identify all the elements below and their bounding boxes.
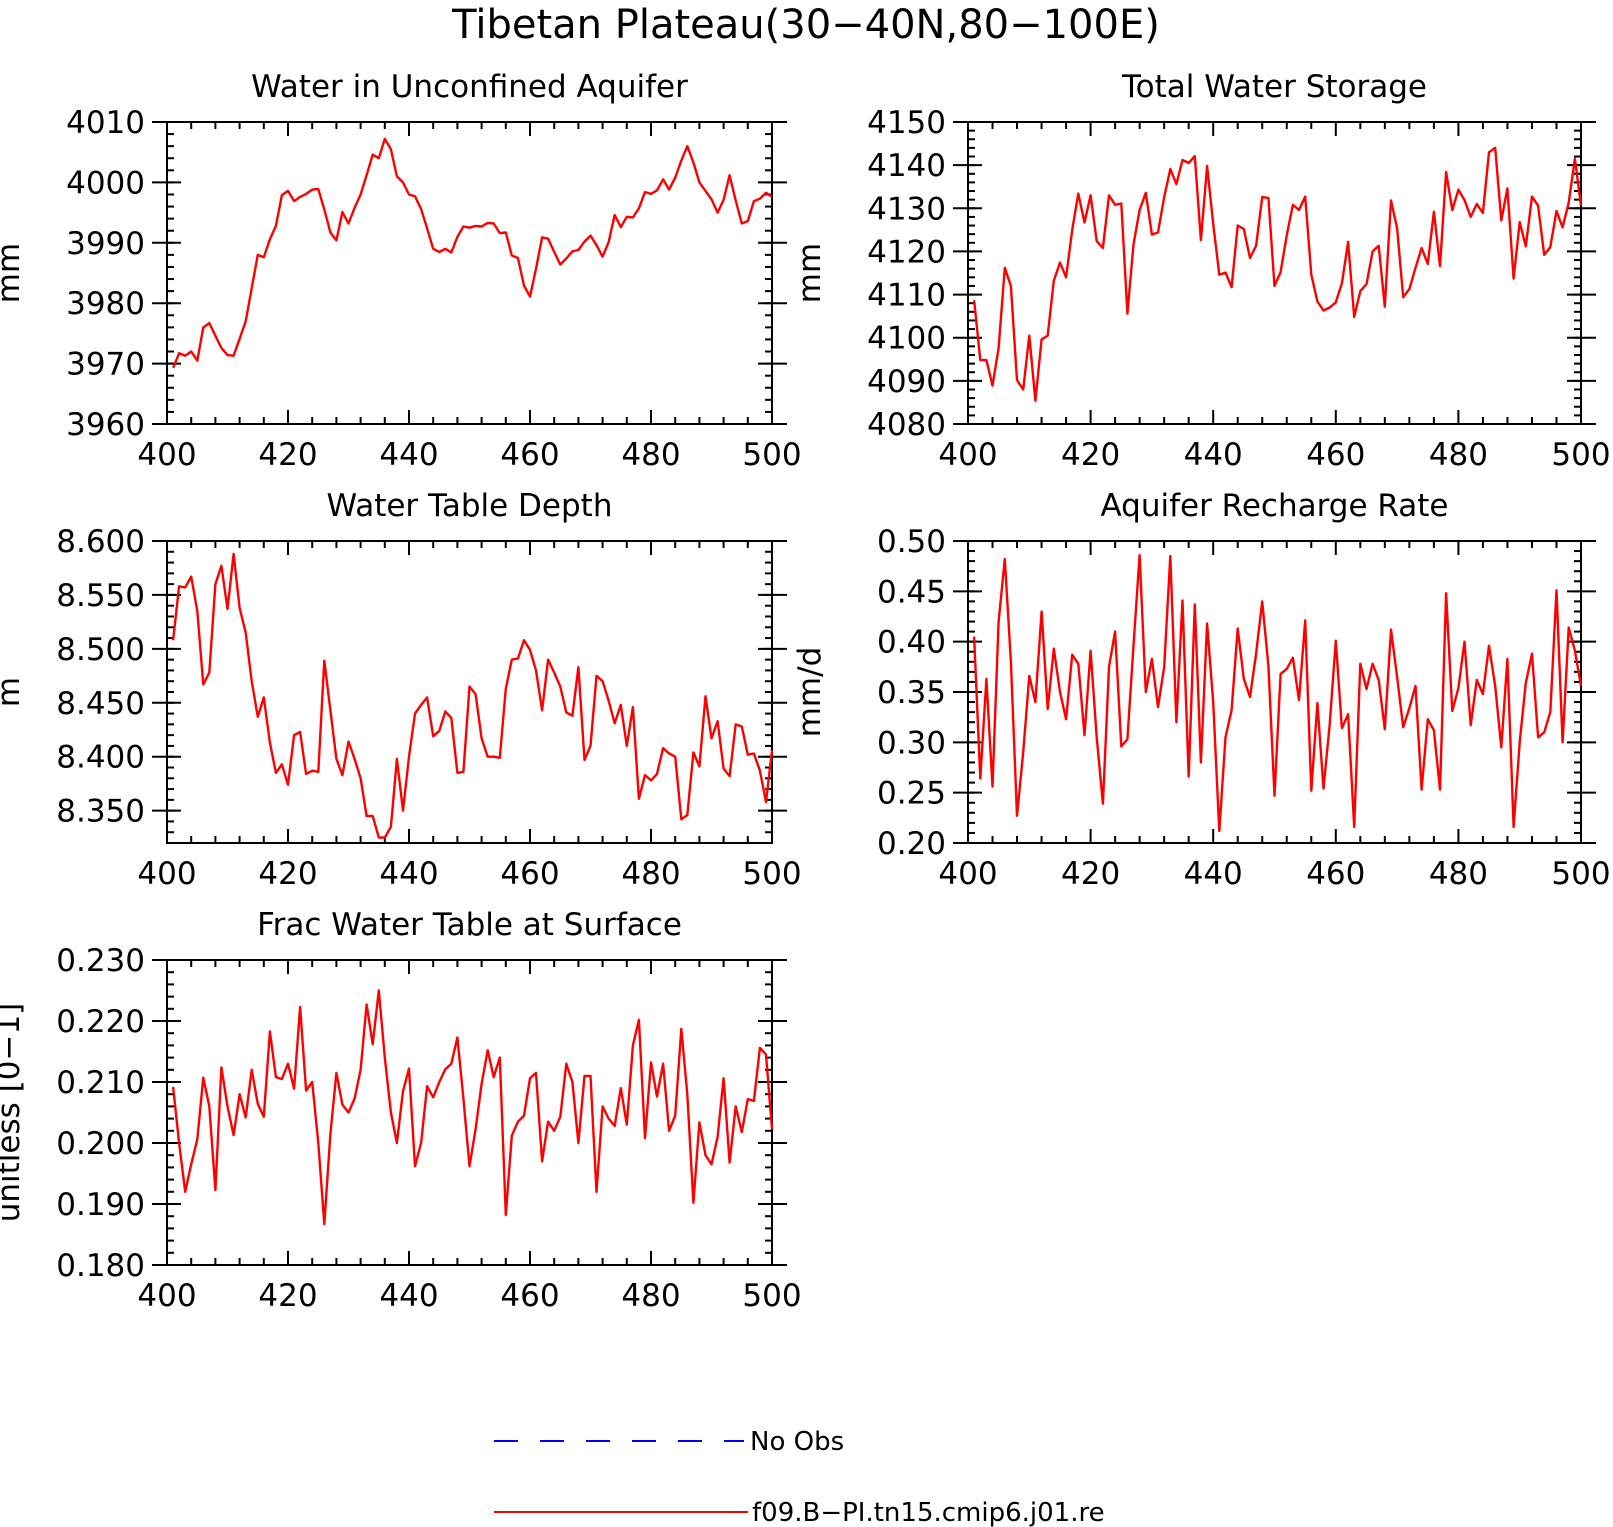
x-tick-label: 480 xyxy=(621,437,680,473)
y-tick-label: 8.350 xyxy=(56,794,145,830)
x-tick-label: 500 xyxy=(1551,437,1610,473)
y-tick-label: 8.550 xyxy=(56,578,145,614)
y-axis-label: unitless [0−1] xyxy=(0,1003,27,1223)
x-tick-label: 420 xyxy=(1061,437,1120,473)
y-tick-label: 0.40 xyxy=(877,625,946,661)
chart-title: Aquifer Recharge Rate xyxy=(1101,488,1449,524)
x-tick-label: 500 xyxy=(742,856,801,892)
x-tick-label: 400 xyxy=(137,856,196,892)
x-tick-label: 420 xyxy=(1061,856,1120,892)
x-tick-label: 400 xyxy=(137,437,196,473)
chart-title: Frac Water Table at Surface xyxy=(257,907,682,943)
x-tick-label: 460 xyxy=(500,437,559,473)
y-tick-label: 0.25 xyxy=(877,776,946,812)
x-tick-label: 420 xyxy=(258,856,317,892)
chart-panel-5: Frac Water Table at Surface unitless [0−1… xyxy=(0,907,802,1314)
y-tick-label: 0.50 xyxy=(877,524,946,560)
x-tick-label: 500 xyxy=(742,1278,801,1314)
y-tick-label: 4080 xyxy=(867,407,946,443)
y-tick-label: 0.220 xyxy=(56,1004,145,1040)
panels: Water in Unconfined Aquifer mm 400 420 440 46… xyxy=(0,69,1611,1314)
x-tick-label: 460 xyxy=(500,1278,559,1314)
y-tick-label: 8.450 xyxy=(56,686,145,722)
y-tick-label: 3980 xyxy=(66,286,145,322)
x-tick-label: 460 xyxy=(1306,856,1365,892)
x-tick-label: 440 xyxy=(379,856,438,892)
y-tick-label: 0.200 xyxy=(56,1126,145,1162)
y-tick-label: 8.600 xyxy=(56,524,145,560)
series-line xyxy=(171,989,774,1226)
x-tick-label: 420 xyxy=(258,437,317,473)
legend-obs-label: No Obs xyxy=(750,1427,844,1457)
chart-title: Water in Unconfined Aquifer xyxy=(251,69,688,105)
chart-panel-3: Water Table Depth m 400 420 440 460 480 500 8.35… xyxy=(0,488,802,892)
legend-model-label: f09.B−PI.tn15.cmip6.j01.re xyxy=(752,1498,1105,1527)
x-tick-label: 480 xyxy=(1429,856,1488,892)
y-axis-label: mm xyxy=(792,243,828,303)
x-tick-label: 500 xyxy=(742,437,801,473)
y-tick-label: 0.35 xyxy=(877,675,946,711)
y-tick-label: 3960 xyxy=(66,407,145,443)
y-axis-label: m xyxy=(0,677,27,707)
y-tick-label: 4010 xyxy=(66,105,145,141)
plot-frame xyxy=(166,121,773,425)
y-tick-label: 3990 xyxy=(66,226,145,262)
x-tick-label: 500 xyxy=(1551,856,1610,892)
x-tick-label: 480 xyxy=(1429,437,1488,473)
y-tick-label: 8.400 xyxy=(56,740,145,776)
x-tick-label: 400 xyxy=(137,1278,196,1314)
y-tick-label: 4140 xyxy=(867,148,946,184)
y-tick-label: 8.500 xyxy=(56,632,145,668)
x-tick-label: 420 xyxy=(258,1278,317,1314)
plot-frame xyxy=(166,959,773,1266)
y-tick-label: 4000 xyxy=(66,165,145,201)
chart-title: Water Table Depth xyxy=(327,488,613,524)
series-line xyxy=(972,146,1583,402)
y-axis-label: mm/d xyxy=(792,647,828,738)
x-tick-label: 480 xyxy=(621,1278,680,1314)
y-tick-label: 4150 xyxy=(867,105,946,141)
series-line xyxy=(972,553,1583,833)
y-tick-label: 0.45 xyxy=(877,574,946,610)
legend: No Obs f09.B−PI.tn15.cmip6.j01.re xyxy=(494,1427,1105,1527)
y-tick-label: 0.190 xyxy=(56,1187,145,1223)
series-line xyxy=(171,552,774,839)
chart-panel-4: Aquifer Recharge Rate mm/d 400 420 440 460 480… xyxy=(792,488,1611,892)
x-tick-label: 440 xyxy=(1184,437,1243,473)
y-tick-label: 0.180 xyxy=(56,1248,145,1284)
y-axis-label: mm xyxy=(0,243,27,303)
chart-title: Total Water Storage xyxy=(1121,69,1427,105)
x-tick-label: 440 xyxy=(1184,856,1243,892)
x-tick-label: 480 xyxy=(621,856,680,892)
figure-title: Tibetan Plateau(30−40N,80−100E) xyxy=(451,2,1160,48)
y-tick-label: 4090 xyxy=(867,364,946,400)
chart-panel-2: Total Water Storage mm 400 420 440 460 480 500 4… xyxy=(792,69,1611,473)
y-tick-label: 0.230 xyxy=(56,943,145,979)
x-tick-label: 400 xyxy=(938,856,997,892)
y-tick-label: 4120 xyxy=(867,234,946,270)
x-tick-label: 460 xyxy=(1306,437,1365,473)
y-tick-label: 4100 xyxy=(867,321,946,357)
y-tick-label: 0.20 xyxy=(877,826,946,862)
series-line xyxy=(171,137,773,369)
x-tick-label: 440 xyxy=(379,1278,438,1314)
y-tick-label: 4110 xyxy=(867,278,946,314)
x-tick-label: 460 xyxy=(500,856,559,892)
y-tick-label: 0.210 xyxy=(56,1065,145,1101)
y-tick-label: 3970 xyxy=(66,347,145,383)
y-tick-label: 0.30 xyxy=(877,725,946,761)
chart-panel-1: Water in Unconfined Aquifer mm 400 420 440 46… xyxy=(0,69,802,473)
x-tick-label: 400 xyxy=(938,437,997,473)
x-tick-label: 440 xyxy=(379,437,438,473)
plot-frame xyxy=(967,121,1582,425)
y-tick-label: 4130 xyxy=(867,191,946,227)
